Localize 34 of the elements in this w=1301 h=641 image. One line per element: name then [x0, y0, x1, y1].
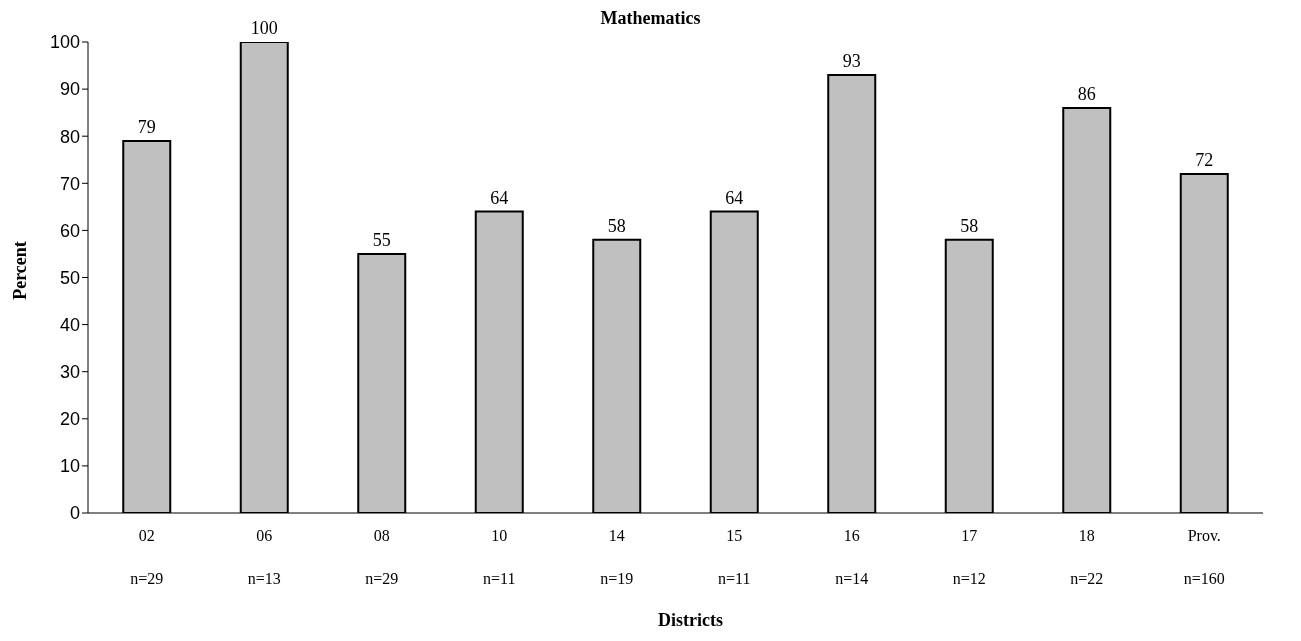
- category-label: 10 n=11: [483, 527, 516, 587]
- y-tick-label: 30: [59, 362, 80, 383]
- data-label: 58: [607, 215, 626, 236]
- data-label: 55: [372, 229, 391, 250]
- data-label: 64: [725, 187, 744, 208]
- category-label: 17 n=12: [952, 527, 986, 587]
- y-tick-label: 60: [59, 220, 80, 241]
- y-tick-label: 40: [59, 314, 80, 335]
- data-label: 86: [1077, 83, 1096, 104]
- y-tick-label: 90: [59, 79, 80, 100]
- category-label: 02 n=29: [130, 527, 164, 587]
- x-axis-title: Districts: [657, 610, 724, 631]
- y-tick-label: 80: [59, 126, 80, 147]
- data-label: 72: [1195, 149, 1214, 170]
- category-label: 16 n=14: [835, 527, 869, 587]
- category-label: 06 n=13: [247, 527, 281, 587]
- data-label: 93: [842, 50, 861, 71]
- y-tick-label: 70: [59, 173, 80, 194]
- category-label: Prov. n=160: [1183, 527, 1225, 587]
- data-label: 64: [490, 187, 509, 208]
- y-tick-label: 100: [49, 32, 80, 53]
- data-label: 58: [960, 215, 979, 236]
- data-label: 100: [250, 18, 278, 38]
- y-axis-title: Percent: [9, 240, 31, 300]
- category-label: 08 n=29: [365, 527, 399, 587]
- chart-title: Mathematics: [600, 8, 701, 28]
- category-label: 18 n=22: [1070, 527, 1104, 587]
- category-label: 14 n=19: [600, 527, 634, 587]
- category-label: 15 n=11: [718, 527, 751, 587]
- y-tick-label: 10: [59, 456, 80, 477]
- y-tick-label: 0: [69, 503, 80, 524]
- y-tick-label: 20: [59, 409, 80, 430]
- data-label: 79: [137, 116, 156, 137]
- y-tick-label: 50: [59, 267, 80, 288]
